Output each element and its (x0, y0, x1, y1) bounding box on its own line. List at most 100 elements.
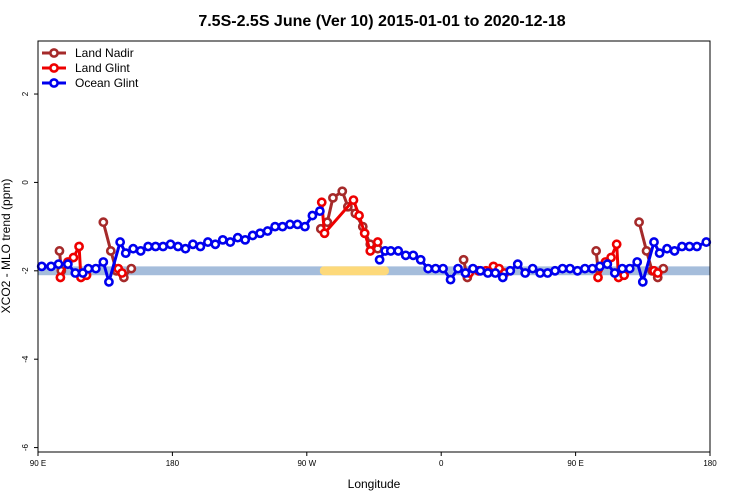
data-point (527, 263, 538, 274)
data-point (202, 237, 213, 247)
legend-swatch-marker (49, 48, 59, 58)
data-point (591, 246, 602, 256)
data-point (587, 263, 598, 274)
y-tick-label: -6 (21, 443, 30, 451)
data-point (115, 237, 126, 247)
data-point (520, 268, 531, 278)
data-point (188, 239, 198, 250)
legend-swatch-marker (49, 63, 59, 73)
data-point (557, 263, 568, 274)
data-point (217, 234, 228, 245)
data-point (173, 241, 183, 252)
legend-label: Ocean Glint (75, 76, 139, 90)
data-point (354, 210, 364, 221)
data-point (83, 263, 94, 274)
data-point (62, 259, 73, 270)
legend-item: Ocean Glint (42, 76, 139, 90)
data-point (46, 261, 56, 272)
data-point (270, 221, 280, 232)
data-point (98, 217, 109, 228)
data-point (632, 257, 643, 267)
data-point (365, 246, 376, 256)
data-point (669, 246, 680, 256)
legend-item: Land Glint (42, 61, 130, 75)
data-point (210, 239, 221, 250)
x-tick-label: 90 W (297, 459, 316, 468)
data-point (453, 263, 463, 274)
data-point (150, 241, 161, 252)
series-layer (36, 186, 712, 288)
data-point (594, 261, 605, 272)
data-point (593, 272, 603, 283)
x-axis-label: Longitude (348, 477, 401, 491)
data-point (624, 263, 635, 274)
data-point (307, 210, 318, 221)
legend-label: Land Glint (75, 61, 130, 75)
data-point (580, 263, 590, 274)
data-point (300, 221, 310, 232)
data-point (460, 268, 471, 278)
data-point (337, 186, 348, 197)
data-point (611, 239, 622, 250)
legend-item: Land Nadir (42, 46, 134, 60)
data-point (53, 259, 64, 270)
data-point (701, 237, 712, 247)
data-point (649, 237, 659, 247)
data-point (117, 268, 127, 278)
data-point (565, 263, 575, 274)
data-point (458, 254, 469, 265)
data-point (98, 257, 109, 267)
y-tick-label: -2 (21, 267, 30, 275)
data-point (400, 250, 411, 261)
data-point (262, 226, 273, 236)
x-tick-label: 180 (703, 459, 717, 468)
data-point (292, 219, 303, 230)
data-point (609, 268, 620, 278)
data-point (328, 192, 338, 203)
data-point (135, 246, 146, 256)
data-point (314, 206, 325, 217)
data-point (637, 276, 648, 287)
data-point (497, 272, 508, 283)
data-point (247, 230, 258, 241)
data-point (36, 261, 47, 272)
data-point (572, 265, 583, 276)
data-point (120, 248, 131, 259)
data-point (677, 241, 687, 252)
legend-swatch-marker (49, 78, 59, 88)
data-point (512, 259, 523, 270)
data-point (535, 268, 546, 278)
data-point (550, 265, 560, 276)
data-point (74, 241, 84, 252)
data-point (602, 259, 613, 270)
plot-frame (37, 40, 711, 453)
legend-label: Land Nadir (75, 46, 134, 60)
data-point (430, 263, 441, 274)
data-point (240, 234, 251, 245)
y-tick-label: -4 (21, 355, 30, 363)
data-point (225, 237, 236, 247)
data-point (348, 195, 359, 205)
data-point (232, 232, 243, 243)
data-point (55, 272, 66, 283)
x-tick-label: 0 (439, 459, 444, 468)
data-point (662, 243, 672, 254)
data-point (634, 217, 644, 228)
data-point (654, 248, 665, 259)
data-point (104, 276, 114, 287)
data-point (359, 228, 370, 239)
data-point (68, 252, 79, 263)
x-tick-label: 90 E (30, 459, 46, 468)
data-point (195, 241, 206, 252)
data-point (158, 241, 168, 252)
data-point (70, 268, 81, 278)
x-axis: 90 E 180 90 W 0 90 E 180 (30, 452, 717, 468)
data-point (408, 250, 419, 261)
background-band (319, 266, 389, 276)
data-point (319, 228, 330, 239)
data-point (692, 241, 702, 252)
data-point (126, 263, 137, 274)
data-point (105, 246, 116, 256)
y-tick-label: 0 (21, 180, 30, 185)
